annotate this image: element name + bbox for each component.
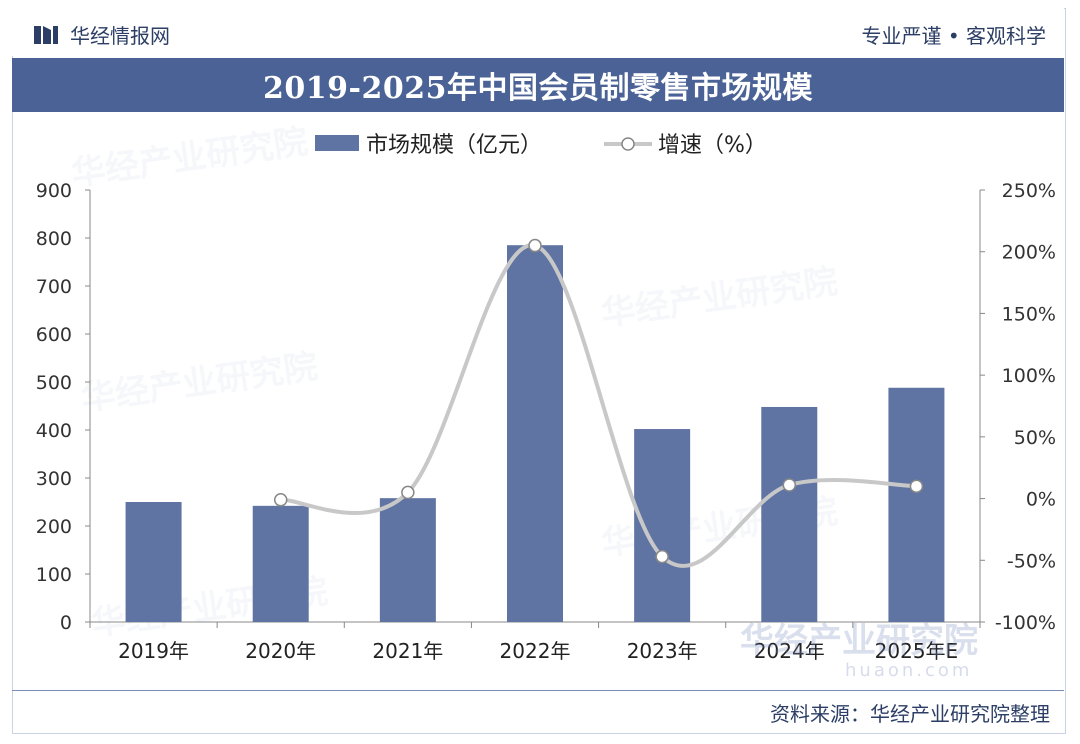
y-right-tick-label: 100% — [1002, 365, 1056, 387]
watermark-url-text: huaon.com — [845, 660, 972, 681]
y-right-tick-label: 50% — [1014, 427, 1056, 449]
bar — [507, 245, 563, 622]
line-point — [909, 479, 924, 493]
header-bar: 华经情报网 专业严谨 • 客观科学 — [12, 8, 1064, 56]
line-point — [273, 493, 288, 507]
legend-bar-swatch — [315, 135, 359, 151]
bar — [761, 406, 818, 622]
y-left-tick-label: 600 — [36, 324, 72, 346]
y-left-tick-label: 300 — [36, 468, 72, 490]
brand-name: 华经情报网 — [70, 24, 170, 48]
bar-series — [125, 245, 945, 622]
line-point — [528, 238, 542, 253]
y-right-tick-label: 0% — [1026, 489, 1056, 511]
y-left-tick-label: 800 — [36, 228, 72, 250]
bar — [379, 498, 436, 622]
title-bar: 2019-2025年中国会员制零售市场规模 — [12, 58, 1064, 112]
footer-divider — [12, 690, 1064, 691]
x-tick-label: 2023年 — [627, 639, 698, 663]
bar — [252, 505, 309, 622]
y-left-tick-label: 400 — [36, 420, 72, 442]
x-tick-label: 2024年 — [754, 639, 825, 663]
x-tick-label: 2025年E — [875, 639, 959, 663]
line-series — [273, 238, 924, 568]
line-point — [782, 478, 797, 492]
y-right-tick-label: 250% — [1002, 180, 1056, 202]
line-point — [401, 485, 415, 500]
y-left-tick-label: 900 — [36, 180, 72, 202]
header-slogan: 专业严谨 • 客观科学 — [861, 24, 1046, 48]
x-tick-label: 2020年 — [245, 639, 316, 663]
legend-line-marker — [621, 137, 635, 151]
bar — [125, 502, 182, 622]
legend: 市场规模（亿元） 增速（%） — [315, 133, 767, 158]
y-left-tick-label: 500 — [36, 372, 72, 394]
line-point — [655, 549, 669, 564]
y-left-tick-label: 0 — [60, 612, 72, 634]
y-right-tick-label: -50% — [1007, 550, 1056, 572]
y-right-tick-label: 200% — [1002, 242, 1056, 264]
chart-title: 2019-2025年中国会员制零售市场规模 — [263, 71, 813, 106]
source-note: 资料来源：华经产业研究院整理 — [770, 702, 1050, 726]
legend-line-label: 增速（%） — [658, 133, 767, 158]
axes: 0 100 200 300 400 500 600 700 800 900 -100% -50% 0% 5… — [36, 180, 1056, 663]
x-tick-label: 2019年 — [118, 639, 189, 663]
legend-bar-label: 市场规模（亿元） — [366, 133, 542, 158]
x-tick-label: 2022年 — [500, 639, 571, 663]
bar — [888, 387, 945, 622]
x-tick-label: 2021年 — [372, 639, 443, 663]
brand-logo-icon — [34, 26, 58, 44]
y-right-tick-label: 150% — [1002, 303, 1056, 325]
y-left-tick-label: 200 — [36, 516, 72, 538]
y-right-tick-label: -100% — [995, 612, 1056, 634]
y-left-tick-label: 700 — [36, 276, 72, 298]
y-left-tick-label: 100 — [36, 564, 72, 586]
growth-line — [280, 243, 917, 568]
watermark-brand-text: 华经产业研究院 — [740, 621, 978, 661]
